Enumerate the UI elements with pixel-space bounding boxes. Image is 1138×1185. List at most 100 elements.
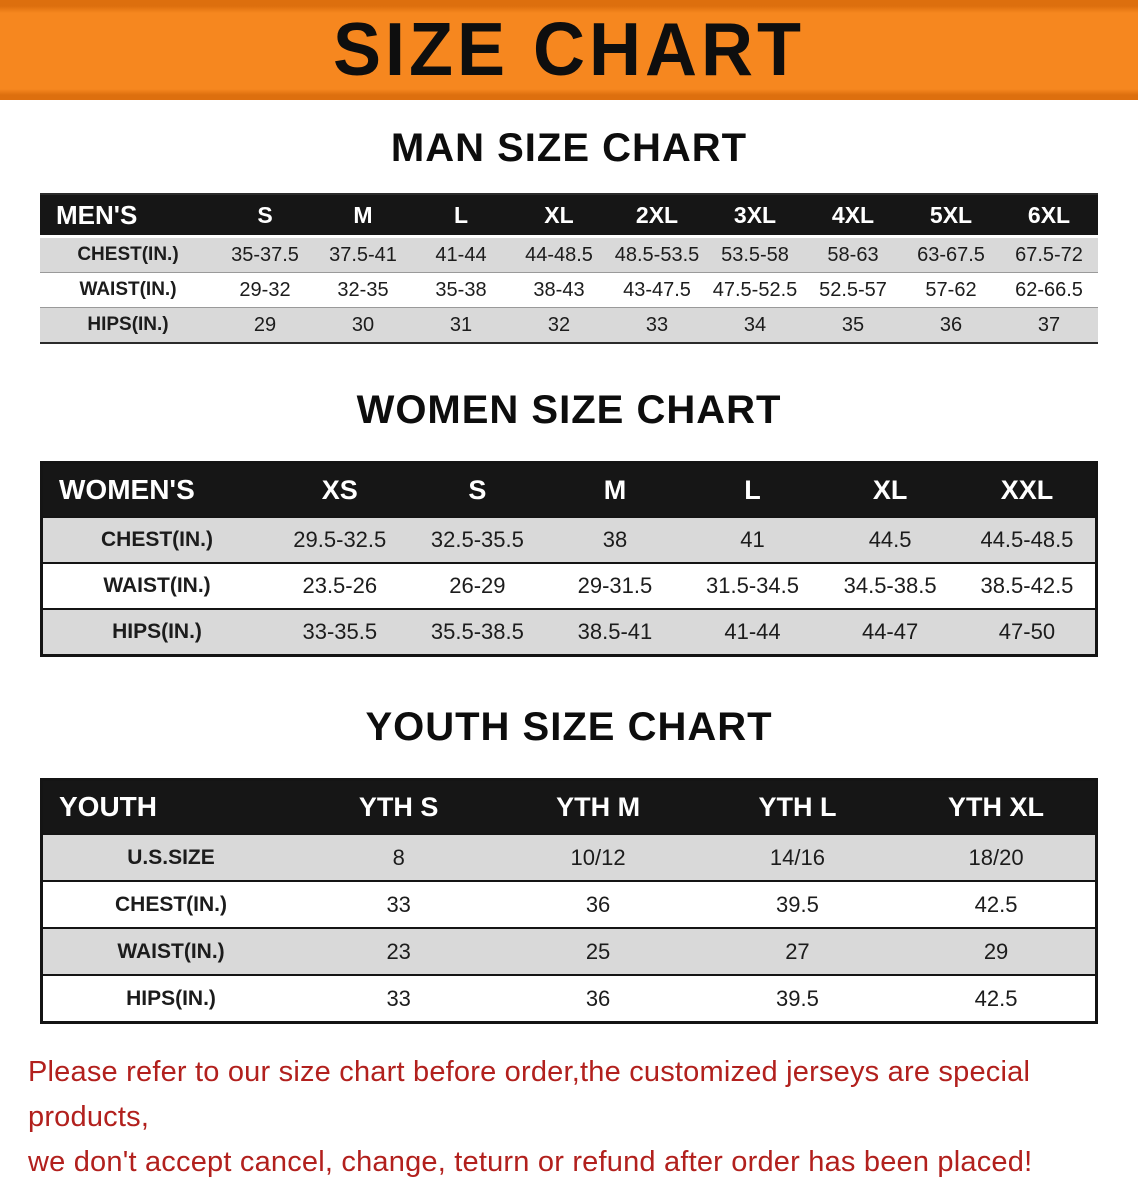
size-value-cell: 33 — [299, 881, 499, 928]
size-value-cell: 10/12 — [498, 834, 698, 881]
size-value-cell: 35-38 — [412, 272, 510, 308]
measurement-row: WAIST(IN.) 29-32 32-35 35-38 38-43 43-47.5 47.… — [40, 272, 1098, 308]
size-value-cell: 63-67.5 — [902, 236, 1000, 273]
size-column-header: YTH L — [697, 779, 898, 834]
size-column-header: XS — [271, 462, 409, 517]
size-value-cell: 34.5-38.5 — [821, 563, 959, 609]
youth-size-table: YOUTH YTH S YTH M YTH L YTH XL U.S.SIZE 8 10/12… — [40, 778, 1098, 1024]
size-value-cell: 27 — [697, 928, 898, 975]
size-column-header: L — [683, 462, 822, 517]
size-value-cell: 52.5-57 — [804, 272, 902, 308]
men-section: MAN SIZE CHART MEN'S S M L XL 2XL 3XL 4XL 5XL 6XL… — [0, 126, 1138, 344]
size-value-cell: 37.5-41 — [314, 236, 412, 273]
size-value-cell: 43-47.5 — [608, 272, 706, 308]
size-value-cell: 33 — [608, 307, 706, 343]
size-column-header: YTH M — [498, 779, 698, 834]
size-column-header: XXL — [958, 462, 1097, 517]
table-title-cell: YOUTH — [41, 779, 299, 834]
size-value-cell: 42.5 — [897, 881, 1097, 928]
order-policy-line-1: Please refer to our size chart before or… — [28, 1056, 1031, 1133]
size-value-cell: 32 — [510, 307, 608, 343]
size-value-cell: 67.5-72 — [1000, 236, 1098, 273]
size-value-cell: 18/20 — [897, 834, 1097, 881]
size-value-cell: 57-62 — [902, 272, 1000, 308]
size-value-cell: 25 — [498, 928, 698, 975]
size-value-cell: 44-48.5 — [510, 236, 608, 273]
table-title-cell: MEN'S — [40, 194, 216, 238]
size-value-cell: 37 — [1000, 307, 1098, 343]
size-value-cell: 31.5-34.5 — [683, 563, 822, 609]
measurement-row: CHEST(IN.) 35-37.5 37.5-41 41-44 44-48.5 48.5… — [40, 236, 1098, 273]
size-value-cell: 58-63 — [804, 236, 902, 273]
size-value-cell: 36 — [498, 975, 698, 1023]
measurement-row: HIPS(IN.) 29 30 31 32 33 34 35 36 37 — [40, 307, 1098, 343]
size-value-cell: 34 — [706, 307, 804, 343]
row-label: WAIST(IN.) — [41, 563, 271, 609]
size-column-header: M — [314, 194, 412, 238]
size-column-header: YTH XL — [897, 779, 1097, 834]
row-label: WAIST(IN.) — [41, 928, 299, 975]
men-section-heading: MAN SIZE CHART — [390, 126, 748, 170]
size-value-cell: 32.5-35.5 — [408, 517, 547, 563]
size-value-cell: 33 — [299, 975, 499, 1023]
size-value-cell: 23.5-26 — [271, 563, 409, 609]
size-value-cell: 29 — [216, 307, 314, 343]
size-column-header: L — [412, 194, 510, 238]
youth-section: YOUTH SIZE CHART YOUTH YTH S YTH M YTH L YTH… — [0, 705, 1138, 1024]
measurement-row: WAIST(IN.) 23 25 27 29 — [41, 928, 1097, 975]
row-label: HIPS(IN.) — [41, 609, 271, 656]
row-label: CHEST(IN.) — [40, 236, 216, 273]
size-value-cell: 36 — [498, 881, 698, 928]
size-chart-banner: SIZE CHART — [0, 0, 1138, 100]
size-value-cell: 31 — [412, 307, 510, 343]
size-value-cell: 29-31.5 — [546, 563, 684, 609]
measurement-row: HIPS(IN.) 33-35.5 35.5-38.5 38.5-41 41-44 44-… — [41, 609, 1097, 656]
size-value-cell: 30 — [314, 307, 412, 343]
size-column-header: S — [216, 194, 314, 238]
size-value-cell: 62-66.5 — [1000, 272, 1098, 308]
size-value-cell: 41-44 — [412, 236, 510, 273]
size-value-cell: 47-50 — [958, 609, 1097, 656]
size-value-cell: 8 — [299, 834, 499, 881]
header-row: MEN'S S M L XL 2XL 3XL 4XL 5XL 6XL — [40, 194, 1098, 238]
measurement-row: HIPS(IN.) 33 36 39.5 42.5 — [41, 975, 1097, 1023]
women-section-heading: WOMEN SIZE CHART — [356, 388, 782, 432]
women-section: WOMEN SIZE CHART WOMEN'S XS S M L XL XXL CHEST(… — [0, 388, 1138, 657]
measurement-row: CHEST(IN.) 33 36 39.5 42.5 — [41, 881, 1097, 928]
row-label: U.S.SIZE — [41, 834, 299, 881]
size-column-header: XL — [510, 194, 608, 238]
size-value-cell: 32-35 — [314, 272, 412, 308]
size-value-cell: 35.5-38.5 — [408, 609, 547, 656]
row-label: CHEST(IN.) — [41, 881, 299, 928]
women-size-table: WOMEN'S XS S M L XL XXL CHEST(IN.) 29.5-32.5 32.5… — [40, 461, 1098, 657]
row-label: CHEST(IN.) — [41, 517, 271, 563]
measurement-row: CHEST(IN.) 29.5-32.5 32.5-35.5 38 41 44.5 44.5… — [41, 517, 1097, 563]
size-value-cell: 36 — [902, 307, 1000, 343]
size-value-cell: 44.5-48.5 — [958, 517, 1097, 563]
men-size-table: MEN'S S M L XL 2XL 3XL 4XL 5XL 6XL CHEST(IN.) 35-37… — [40, 193, 1098, 344]
size-column-header: 3XL — [706, 194, 804, 238]
size-value-cell: 35 — [804, 307, 902, 343]
size-value-cell: 26-29 — [408, 563, 547, 609]
size-value-cell: 42.5 — [897, 975, 1097, 1023]
size-value-cell: 29-32 — [216, 272, 314, 308]
banner-title: SIZE CHART — [333, 8, 805, 93]
header-row: WOMEN'S XS S M L XL XXL — [41, 462, 1097, 517]
size-column-header: M — [546, 462, 684, 517]
size-value-cell: 38-43 — [510, 272, 608, 308]
size-column-header: 4XL — [804, 194, 902, 238]
size-value-cell: 38.5-42.5 — [958, 563, 1097, 609]
youth-section-heading: YOUTH SIZE CHART — [365, 705, 773, 749]
size-column-header: XL — [821, 462, 959, 517]
order-policy-line-2: we don't accept cancel, change, teturn o… — [28, 1145, 1033, 1178]
size-column-header: 2XL — [608, 194, 706, 238]
size-value-cell: 47.5-52.5 — [706, 272, 804, 308]
size-value-cell: 41-44 — [683, 609, 822, 656]
header-row: YOUTH YTH S YTH M YTH L YTH XL — [41, 779, 1097, 834]
table-title-cell: WOMEN'S — [41, 462, 271, 517]
size-column-header: 5XL — [902, 194, 1000, 238]
size-column-header: S — [408, 462, 547, 517]
size-value-cell: 35-37.5 — [216, 236, 314, 273]
measurement-row: U.S.SIZE 8 10/12 14/16 18/20 — [41, 834, 1097, 881]
size-value-cell: 39.5 — [697, 881, 898, 928]
